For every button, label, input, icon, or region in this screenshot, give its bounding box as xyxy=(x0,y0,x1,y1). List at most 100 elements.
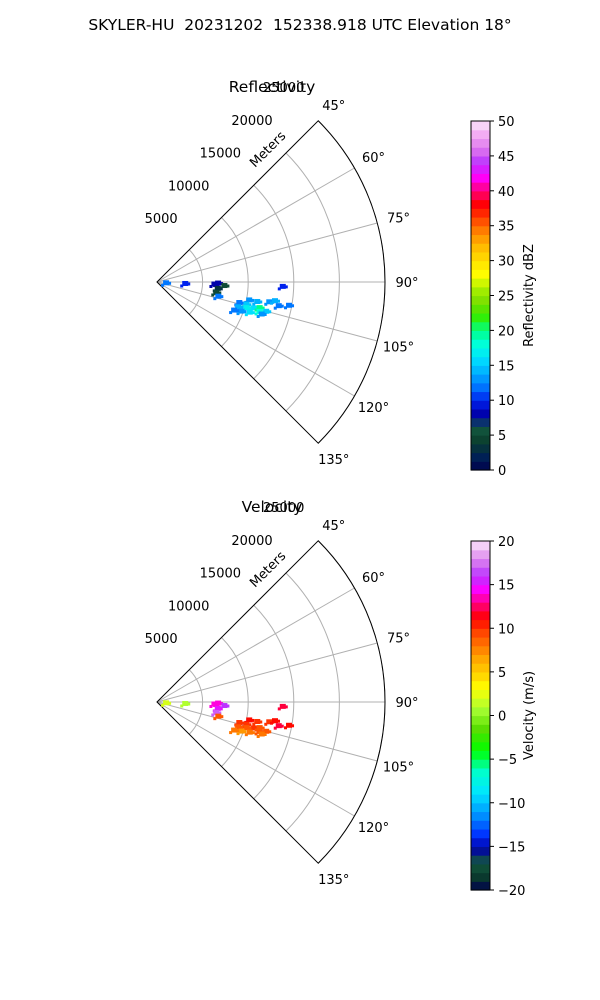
colorbar-band xyxy=(471,138,490,148)
angle-tick-label: 75° xyxy=(387,631,410,646)
colorbar-band xyxy=(471,426,490,436)
echo-cell xyxy=(244,733,248,737)
colorbar-band xyxy=(471,251,490,262)
colorbar-band xyxy=(471,881,490,891)
angle-tick-label: 135° xyxy=(318,453,349,468)
colorbar-band xyxy=(471,698,490,708)
echo-cell xyxy=(286,302,293,308)
echo-cell xyxy=(256,728,263,734)
echo-cell xyxy=(187,282,191,286)
echo-cell xyxy=(231,307,238,313)
angle-tick-label: 105° xyxy=(383,761,414,776)
sector-outline xyxy=(156,540,386,864)
colorbar-tick-label: 50 xyxy=(498,115,515,130)
colorbar-band xyxy=(471,339,490,349)
echo-cell xyxy=(256,314,260,318)
echo-cell xyxy=(266,299,273,305)
echo-cell xyxy=(240,725,244,729)
colorbar-tick-label: 35 xyxy=(498,220,515,235)
colorbar-band xyxy=(471,225,490,236)
echo-cell xyxy=(161,283,165,287)
colorbar-band xyxy=(471,645,490,656)
echo-cell xyxy=(231,727,238,733)
echo-cell xyxy=(235,304,242,310)
azimuth-spoke xyxy=(156,281,355,397)
echo-cell xyxy=(213,289,220,295)
colorbar-tick-label: 0 xyxy=(498,464,506,479)
angle-tick-label: 120° xyxy=(358,821,389,836)
echo-cell xyxy=(243,721,250,727)
echo-cell xyxy=(180,704,184,708)
echo-cell xyxy=(238,728,245,734)
echo-cell xyxy=(235,724,242,730)
colorbar-band xyxy=(471,863,490,874)
echo-cell xyxy=(246,729,253,735)
colorbar-band xyxy=(471,671,490,682)
radial-tick-label: 25000 xyxy=(263,81,304,96)
echo-cell xyxy=(277,299,281,303)
colorbar-band xyxy=(471,567,490,577)
colorbar-band xyxy=(471,190,490,201)
echo-cell xyxy=(211,293,215,297)
colorbar-band xyxy=(471,776,490,786)
angle-tick-label: 135° xyxy=(318,873,349,888)
colorbar-tick-label: 40 xyxy=(498,185,515,200)
echo-cell xyxy=(272,298,279,304)
colorbar-band xyxy=(471,828,490,839)
echo-cell xyxy=(215,293,222,299)
echo-cell xyxy=(251,718,255,722)
echo-cell xyxy=(251,311,255,315)
echo-cell xyxy=(220,295,224,299)
echo-cell xyxy=(251,731,255,735)
echo-cell xyxy=(258,311,265,317)
echo-cell xyxy=(277,707,281,711)
echo-cell xyxy=(264,722,268,726)
echo-cell xyxy=(248,723,252,727)
echo-cell xyxy=(243,730,247,734)
colorbar-band xyxy=(471,636,490,647)
panel-title: Reflectivity xyxy=(229,78,316,96)
colorbar-band xyxy=(471,663,490,673)
colorbar-band xyxy=(471,400,490,410)
echo-cell xyxy=(254,728,258,732)
echo-cell xyxy=(161,703,165,707)
echo-cell xyxy=(254,308,258,312)
echo-cell xyxy=(284,705,288,709)
echo-cell xyxy=(248,303,252,307)
colorbar-band xyxy=(471,715,490,725)
echo-cell xyxy=(259,720,263,724)
radial-tick-label: 5000 xyxy=(145,632,178,647)
colorbar-band xyxy=(471,593,490,603)
colorbar-tick-label: −15 xyxy=(498,840,525,855)
echo-cell xyxy=(213,709,220,715)
colorbar-tick-label: 15 xyxy=(498,359,515,374)
echo-cell xyxy=(248,306,252,310)
colorbar-band xyxy=(471,208,490,218)
colorbar-band xyxy=(471,767,490,778)
colorbar-band xyxy=(471,417,490,427)
echo-cell xyxy=(277,287,281,291)
echo-cell xyxy=(246,309,253,315)
colorbar-band xyxy=(471,347,490,358)
colorbar-tick-label: −5 xyxy=(498,753,517,768)
radial-tick-label: 25000 xyxy=(263,501,304,516)
colorbar-band xyxy=(471,794,490,804)
echo-cell xyxy=(168,701,172,705)
echo-cell xyxy=(256,308,263,314)
angle-tick-label: 60° xyxy=(362,151,385,166)
echo-cell xyxy=(182,700,189,706)
colorbar-tick-label: 45 xyxy=(498,150,515,165)
colorbar-band xyxy=(471,846,490,856)
colorbar-band xyxy=(471,541,490,551)
echo-cell xyxy=(275,303,282,309)
colorbar-band xyxy=(471,121,490,131)
echo-cell xyxy=(252,302,256,306)
echo-cell xyxy=(221,703,228,709)
radial-tick-label: 5000 xyxy=(145,212,178,227)
colorbar-band xyxy=(471,855,490,865)
colorbar-band xyxy=(471,602,490,612)
colorbar-band xyxy=(471,461,490,471)
echo-cell xyxy=(284,306,288,310)
colorbar-band xyxy=(471,321,490,331)
